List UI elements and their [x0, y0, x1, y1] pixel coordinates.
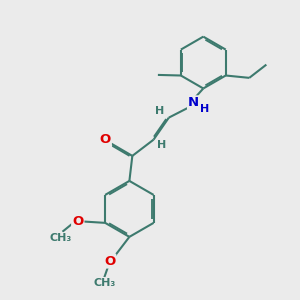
- Text: H: H: [200, 104, 209, 114]
- Text: CH₃: CH₃: [93, 278, 116, 288]
- Text: O: O: [72, 215, 83, 228]
- Text: O: O: [100, 134, 111, 146]
- Text: N: N: [188, 96, 199, 110]
- Text: H: H: [157, 140, 167, 150]
- Text: O: O: [104, 254, 115, 268]
- Text: H: H: [155, 106, 165, 116]
- Text: CH₃: CH₃: [50, 233, 72, 243]
